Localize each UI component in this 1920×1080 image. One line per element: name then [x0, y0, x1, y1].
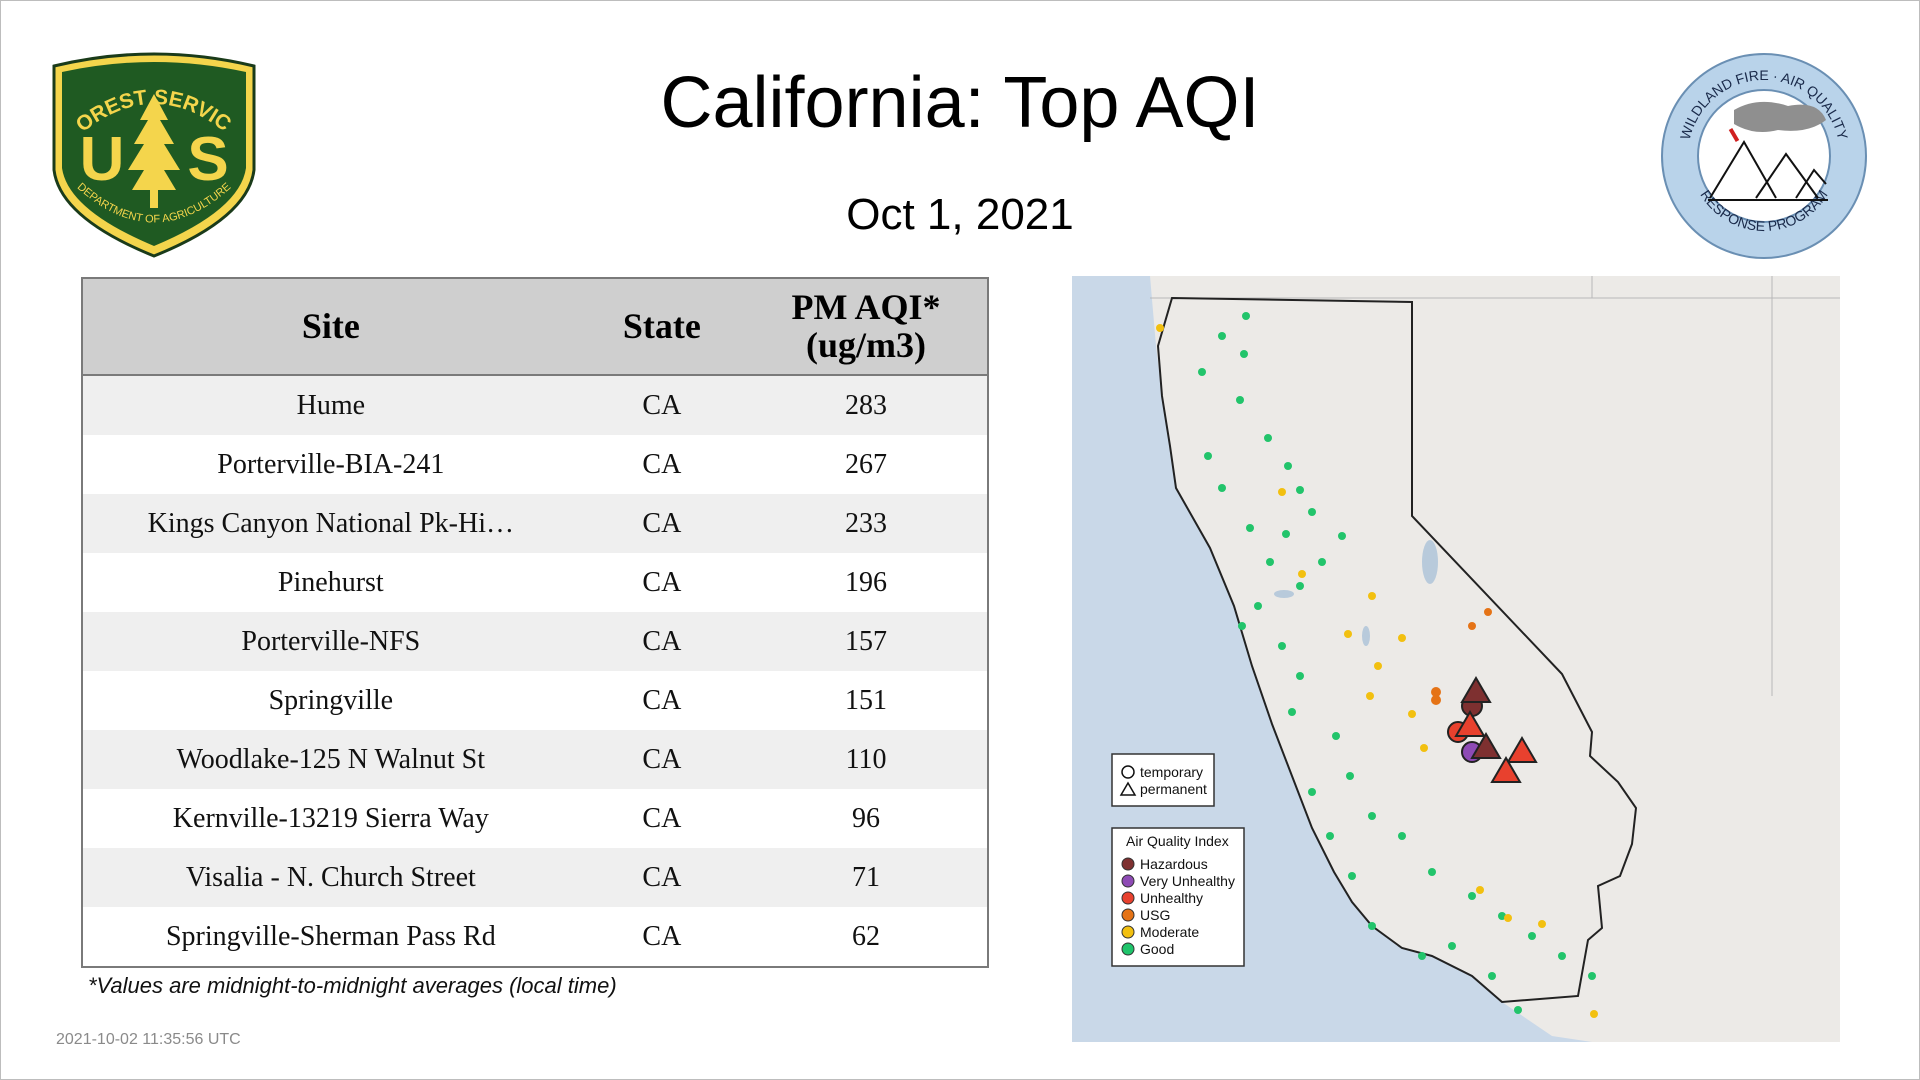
- good-swatch: [1121, 942, 1135, 956]
- permanent-marker-icon: [1119, 781, 1137, 796]
- site-cell: Visalia - N. Church Street: [82, 848, 579, 907]
- table-row: Kernville-13219 Sierra Way CA 96: [82, 789, 988, 848]
- table-row: Kings Canyon National Pk-Hi… CA 233: [82, 494, 988, 553]
- site-cell: Woodlake-125 N Walnut St: [82, 730, 579, 789]
- land-area: [1150, 276, 1840, 1042]
- state-cell: CA: [578, 375, 746, 435]
- legend-item: Good: [1140, 941, 1174, 957]
- smoke-plume-icon: [1734, 101, 1826, 132]
- state-cell: CA: [578, 730, 746, 789]
- state-cell: CA: [578, 671, 746, 730]
- hazardous-swatch: [1121, 857, 1135, 871]
- header-pm-aqi-label: PM AQI*: [791, 286, 941, 327]
- table-row: Visalia - N. Church Street CA 71: [82, 848, 988, 907]
- report-date: Oct 1, 2021: [846, 190, 1074, 239]
- aqi-cell: 233: [745, 494, 988, 553]
- site-cell: Springville: [82, 671, 579, 730]
- california-border: [1156, 296, 1638, 1004]
- aqi-legend: Air Quality Index Hazardous Very Unhealt…: [1111, 827, 1245, 967]
- state-cell: CA: [578, 848, 746, 907]
- state-cell: CA: [578, 553, 746, 612]
- legend-item: Moderate: [1140, 924, 1199, 940]
- top-aqi-table: Site State PM AQI* (ug/m3) Hume CA 283 Port…: [81, 277, 989, 968]
- state-cell: CA: [578, 612, 746, 671]
- usg-sites: [1431, 608, 1492, 705]
- forest-service-logo: FOREST SERVICE DEPARTMENT OF AGRICULTURE…: [48, 50, 256, 258]
- very-unhealthy-swatch: [1121, 874, 1135, 888]
- usg-swatch: [1121, 908, 1135, 922]
- legend-item: USG: [1140, 907, 1170, 923]
- temporary-marker-icon: [1121, 765, 1135, 779]
- unhealthy-swatch: [1121, 891, 1135, 905]
- aqi-cell: 96: [745, 789, 988, 848]
- page-title: California: Top AQI: [660, 63, 1260, 143]
- site-cell: Kernville-13219 Sierra Way: [82, 789, 579, 848]
- table-row: Hume CA 283: [82, 375, 988, 435]
- shape-legend: temporary permanent: [1111, 753, 1215, 807]
- header-pm-aqi-unit: (ug/m3): [806, 324, 927, 365]
- state-lines: [1150, 276, 1840, 696]
- table-row: Porterville-BIA-241 CA 267: [82, 435, 988, 494]
- wildland-fire-logo: WILDLAND FIRE · AIR QUALITY RESPONSE PRO…: [1661, 53, 1867, 259]
- header-state: State: [578, 278, 746, 376]
- legend-temporary: temporary: [1140, 764, 1203, 780]
- aqi-cell: 157: [745, 612, 988, 671]
- svg-text:S: S: [187, 125, 228, 194]
- moderate-swatch: [1121, 925, 1135, 939]
- legend-item: Hazardous: [1140, 856, 1208, 872]
- permanent-site-markers: [1454, 676, 1538, 783]
- site-cell: Kings Canyon National Pk-Hi…: [82, 494, 579, 553]
- state-cell: CA: [578, 494, 746, 553]
- moderate-sites: [1156, 324, 1598, 1018]
- site-cell: Springville-Sherman Pass Rd: [82, 907, 579, 967]
- aqi-cell: 267: [745, 435, 988, 494]
- table-row: Porterville-NFS CA 157: [82, 612, 988, 671]
- table-row: Woodlake-125 N Walnut St CA 110: [82, 730, 988, 789]
- generated-timestamp: 2021-10-02 11:35:56 UTC: [56, 1031, 241, 1048]
- aqi-cell: 62: [745, 907, 988, 967]
- lakes: [1274, 540, 1438, 646]
- aqi-cell: 71: [745, 848, 988, 907]
- state-cell: CA: [578, 907, 746, 967]
- site-cell: Pinehurst: [82, 553, 579, 612]
- table-header-row: Site State PM AQI* (ug/m3): [82, 278, 988, 376]
- header-site: Site: [82, 278, 579, 376]
- aqi-cell: 151: [745, 671, 988, 730]
- aqi-cell: 110: [745, 730, 988, 789]
- site-cell: Porterville-NFS: [82, 612, 579, 671]
- mountains-icon: [1708, 140, 1828, 201]
- table-row: Springville CA 151: [82, 671, 988, 730]
- aqi-cell: 283: [745, 375, 988, 435]
- site-cell: Porterville-BIA-241: [82, 435, 579, 494]
- table-row: Springville-Sherman Pass Rd CA 62: [82, 907, 988, 967]
- state-cell: CA: [578, 435, 746, 494]
- legend-item: Unhealthy: [1140, 890, 1203, 906]
- state-cell: CA: [578, 789, 746, 848]
- header-pm-aqi: PM AQI* (ug/m3): [745, 278, 988, 376]
- svg-text:U: U: [80, 125, 125, 194]
- legend-item: Very Unhealthy: [1140, 873, 1235, 889]
- good-sites: [1198, 312, 1596, 1014]
- site-cell: Hume: [82, 375, 579, 435]
- footnote: *Values are midnight-to-midnight average…: [88, 973, 617, 998]
- legend-title: Air Quality Index: [1126, 833, 1229, 849]
- legend-permanent: permanent: [1140, 781, 1207, 797]
- aqi-map: temporary permanent Air Quality Index Ha…: [1072, 276, 1840, 1042]
- table-row: Pinehurst CA 196: [82, 553, 988, 612]
- aqi-cell: 196: [745, 553, 988, 612]
- pine-tree-icon: [128, 94, 180, 208]
